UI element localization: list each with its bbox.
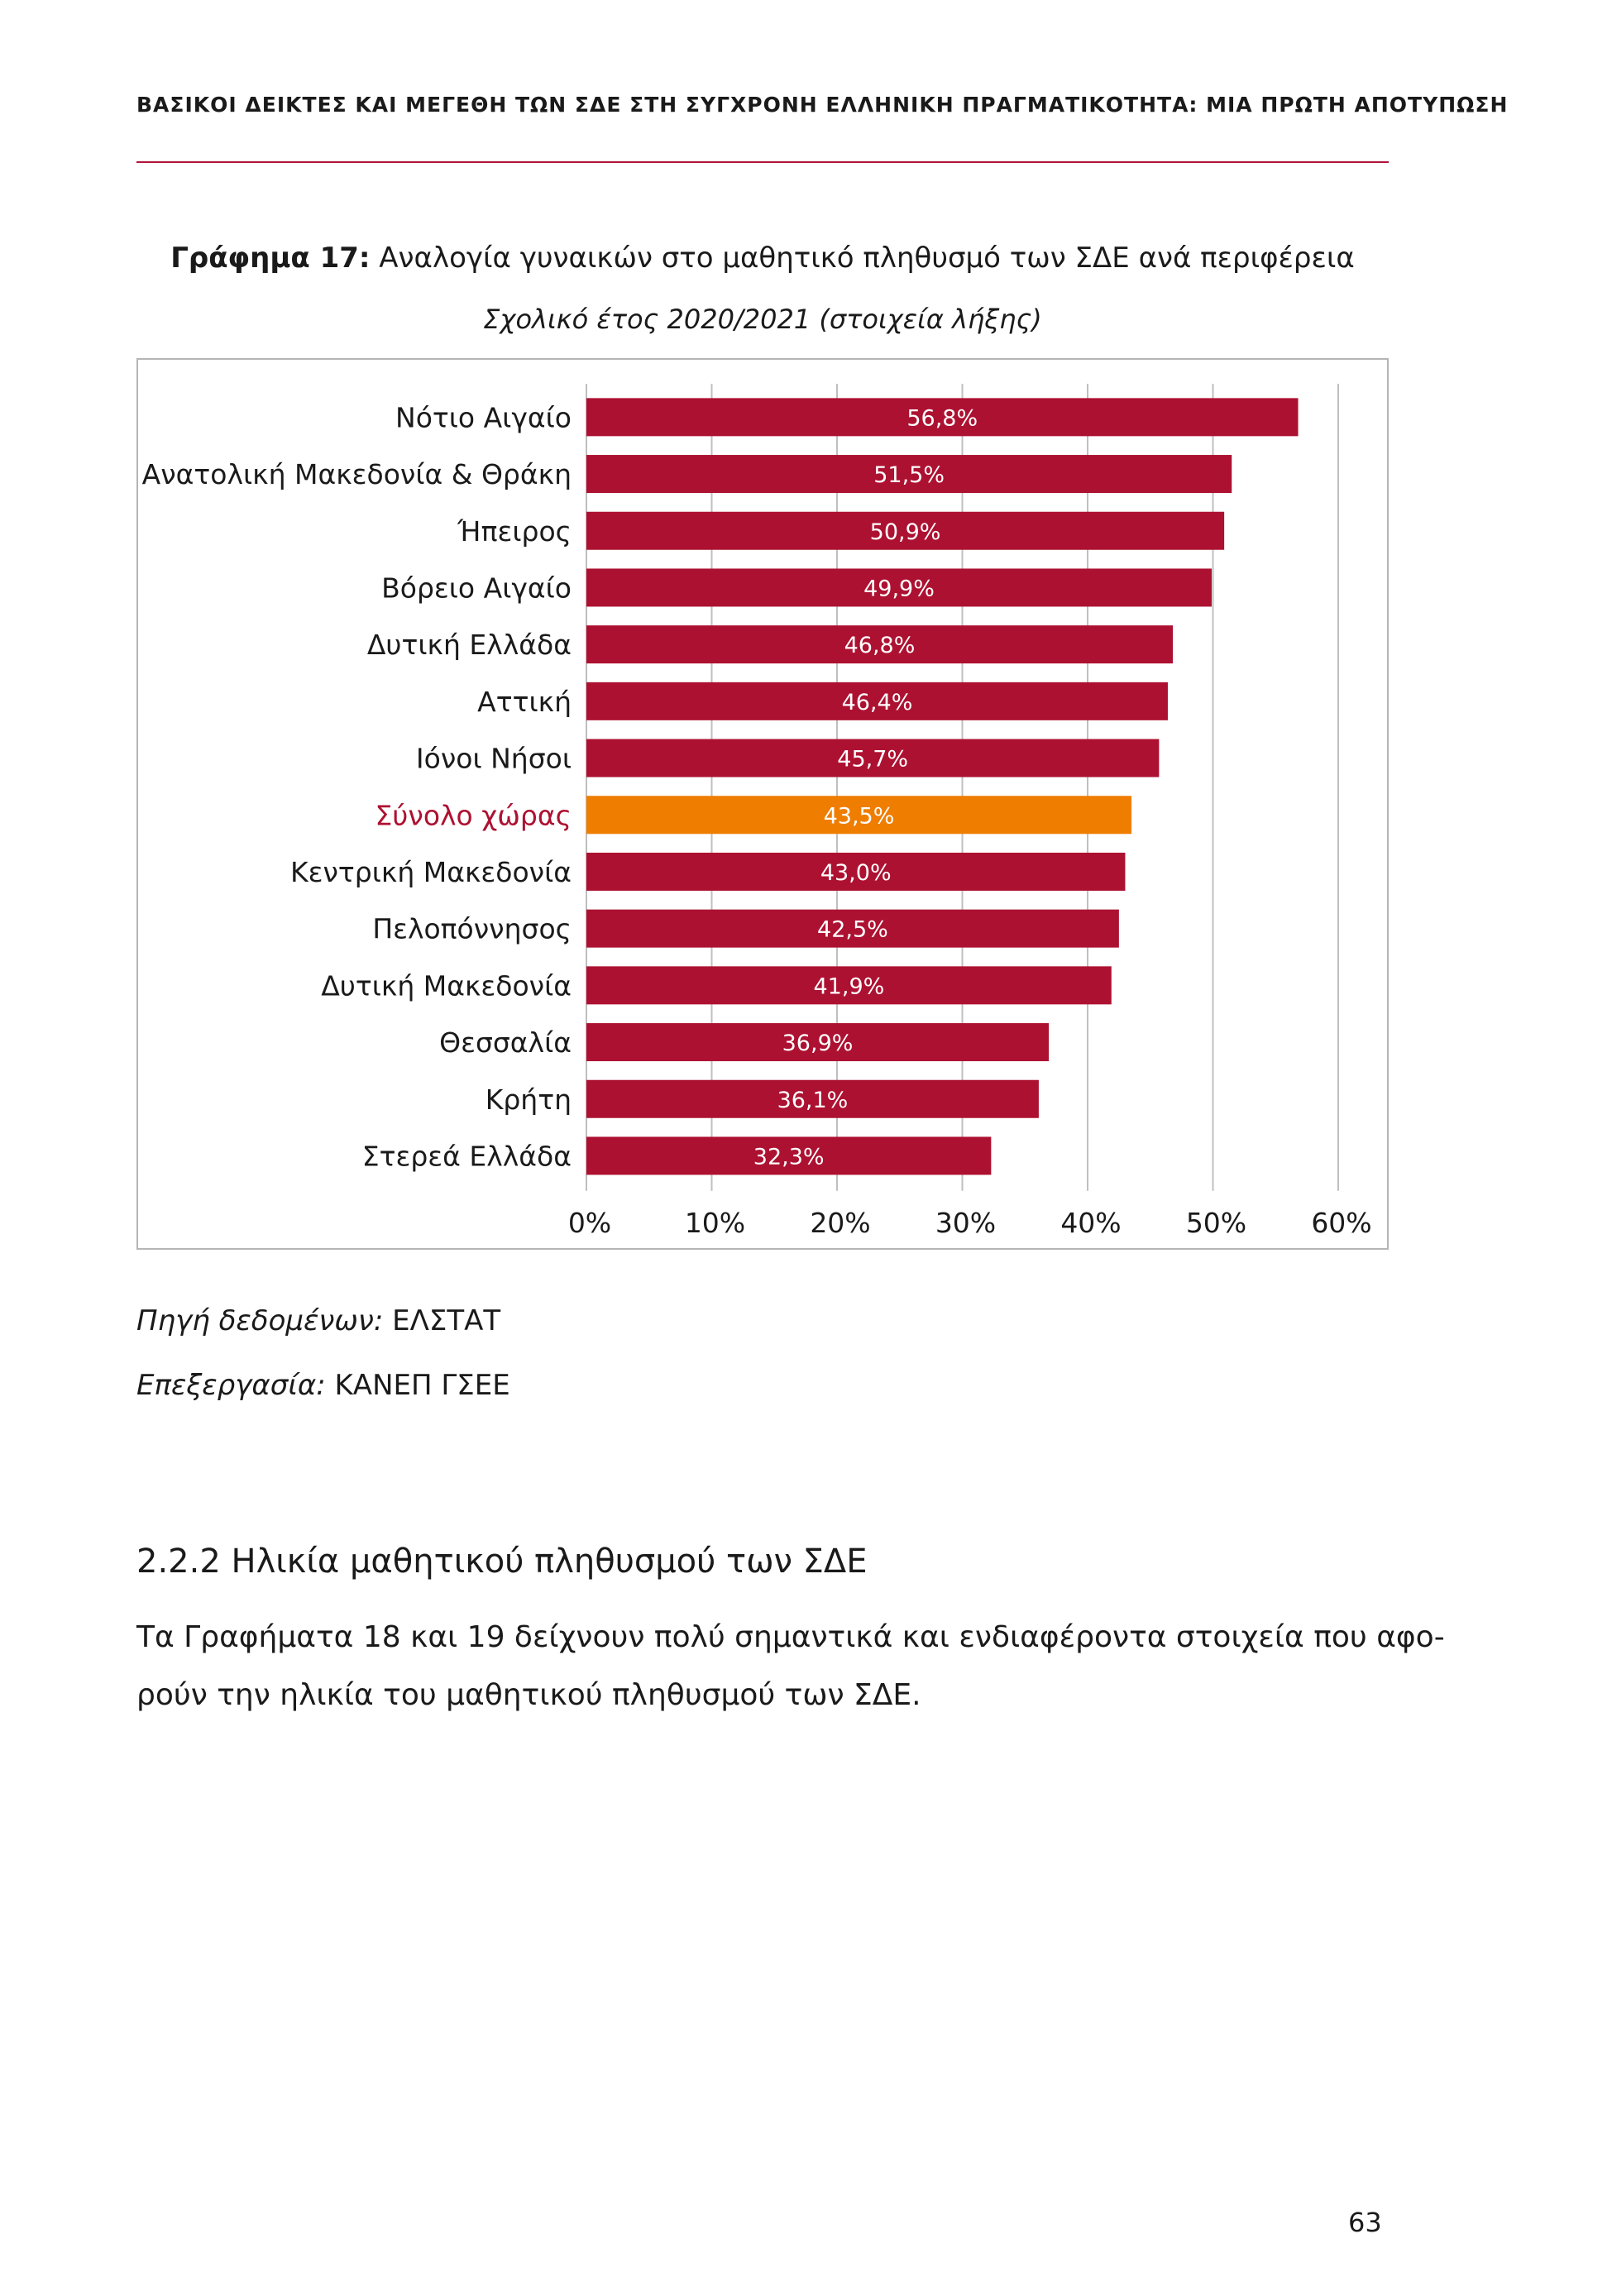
category-label: Σύνολο χώρας <box>375 799 572 831</box>
source-line: Πηγή δεδομένων: ΕΛΣΤΑΤ <box>136 1304 500 1337</box>
header-rule <box>136 161 1389 163</box>
bar <box>586 966 1112 1005</box>
processing-label: Επεξεργασία: <box>136 1369 326 1402</box>
bar <box>586 511 1225 550</box>
bar <box>586 455 1232 494</box>
bar <box>586 1023 1050 1062</box>
category-label: Ιόνοι Νήσοι <box>416 743 572 775</box>
source-label: Πηγή δεδομένων: <box>136 1304 384 1337</box>
category-label: Αττική <box>477 686 572 718</box>
processing-line: Επεξεργασία: ΚΑΝΕΠ ΓΣΕΕ <box>136 1369 510 1402</box>
category-label: Θεσσαλία <box>439 1026 572 1059</box>
data-label: 56,8% <box>906 405 978 431</box>
paragraph-line: Τα Γραφήματα 18 και 19 δείχνουν πολύ σημ… <box>136 1620 1445 1654</box>
bar <box>586 852 1126 891</box>
data-label: 36,1% <box>777 1088 849 1113</box>
category-label: Νότιο Αιγαίο <box>395 401 572 433</box>
bar <box>586 739 1160 777</box>
data-label: 51,5% <box>873 462 945 488</box>
data-label: 43,0% <box>820 860 892 886</box>
running-header: ΒΑΣΙΚΟΙ ΔΕΙΚΤΕΣ ΚΑΙ ΜΕΓΕΘΗ ΤΩΝ ΣΔΕ ΣΤΗ Σ… <box>136 93 1509 117</box>
x-tick-label: 60% <box>1311 1207 1371 1239</box>
processing-value: ΚΑΝΕΠ ΓΣΕΕ <box>334 1369 510 1402</box>
x-tick-label: 20% <box>810 1207 870 1239</box>
category-label: Ήπειρος <box>457 515 572 548</box>
chart-frame: 56,8% Νότιο Αιγαίο 51,5% Ανατολική Μακεδονί… <box>136 358 1389 1250</box>
figure-label: Γράφημα 17: <box>170 242 371 275</box>
category-label: Δυτική Μακεδονία <box>321 969 572 1002</box>
data-label: 45,7% <box>837 747 908 773</box>
figure-subtitle: Σχολικό έτος 2020/2021 (στοιχεία λήξης) <box>483 304 1042 335</box>
data-label: 41,9% <box>814 973 885 999</box>
x-tick-label: 10% <box>685 1207 745 1239</box>
category-label: Στερεά Ελλάδα <box>362 1140 572 1172</box>
x-tick-label: 30% <box>935 1207 996 1239</box>
bar <box>586 682 1168 720</box>
figure-caption: Γράφημα 17: Αναλογία γυναικών στο μαθητι… <box>136 242 1389 275</box>
bar <box>586 1079 1039 1118</box>
x-tick-label: 0% <box>568 1207 611 1239</box>
bar <box>586 909 1119 948</box>
data-label: 50,9% <box>870 519 941 545</box>
category-label: Βόρειο Αιγαίο <box>381 572 572 604</box>
source-value: ΕΛΣΤΑΤ <box>392 1304 501 1337</box>
bar <box>586 398 1299 437</box>
bar <box>586 625 1174 664</box>
figure-title: Αναλογία γυναικών στο μαθητικό πληθυσμό … <box>379 242 1355 275</box>
bar <box>586 796 1132 835</box>
data-label: 43,5% <box>824 803 895 829</box>
section-heading: 2.2.2 Ηλικία μαθητικού πληθυσμού των ΣΔΕ <box>136 1543 868 1581</box>
page-number: 63 <box>1348 2207 1382 2238</box>
data-label: 42,5% <box>817 917 888 943</box>
data-label: 32,3% <box>753 1144 825 1170</box>
bar <box>586 1136 992 1175</box>
category-label: Δυτική Ελλάδα <box>367 629 572 661</box>
data-label: 49,9% <box>863 576 935 601</box>
bar-chart: 56,8% Νότιο Αιγαίο 51,5% Ανατολική Μακεδονί… <box>142 384 1372 1239</box>
category-label: Κρήτη <box>486 1083 572 1116</box>
x-tick-label: 40% <box>1060 1207 1121 1239</box>
data-label: 46,8% <box>844 633 916 658</box>
x-tick-label: 50% <box>1186 1207 1246 1239</box>
section-paragraph: Τα Γραφήματα 18 και 19 δείχνουν πολύ σημ… <box>136 1609 1445 1724</box>
category-label: Κεντρική Μακεδονία <box>290 856 572 888</box>
bar <box>586 568 1212 607</box>
data-label: 36,9% <box>782 1031 854 1056</box>
paragraph-line: ρούν την ηλικία του μαθητικού πληθυσμού … <box>136 1678 921 1712</box>
category-label: Ανατολική Μακεδονία & Θράκη <box>142 458 572 490</box>
data-label: 46,4% <box>842 690 913 715</box>
category-label: Πελοπόννησος <box>372 913 572 945</box>
